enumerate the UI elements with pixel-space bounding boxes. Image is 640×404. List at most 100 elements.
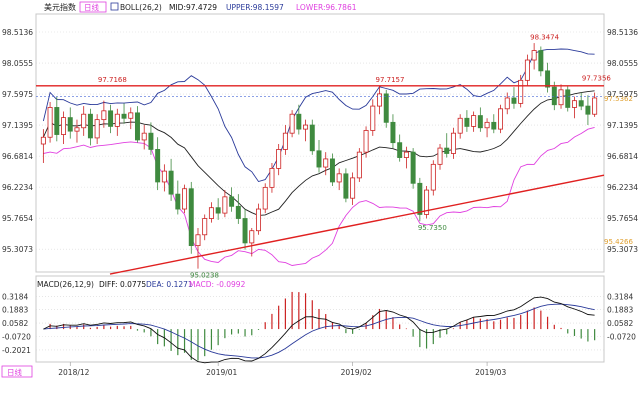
price-annotation: 98.3474 <box>530 33 559 41</box>
candle-up <box>356 151 362 179</box>
candle-up <box>141 132 147 141</box>
support-trend-line <box>109 174 605 275</box>
candle-up <box>47 107 53 138</box>
y-tick-label-right: 98.0555 <box>607 59 638 68</box>
y-tick-label-right: 96.2234 <box>607 183 638 192</box>
candle-down <box>309 124 315 152</box>
candle-up <box>424 189 430 215</box>
grid-lines <box>36 31 604 250</box>
macd-macd-value: MACD: -0.0992 <box>189 280 246 289</box>
macd-indicator <box>36 291 604 364</box>
boll-label: BOLL(26,2) <box>120 3 162 12</box>
candle-up <box>370 105 376 131</box>
y-tick-label-left: 98.5136 <box>2 28 33 37</box>
boll-upper-line <box>42 48 595 183</box>
price-annotation: 95.0238 <box>190 271 219 279</box>
macd-panel-frame <box>35 275 605 363</box>
candle-down <box>397 142 403 158</box>
candle-down <box>67 117 73 132</box>
macd-y-tick-right: 0.3184 <box>607 292 633 301</box>
price-annotation: 97.7356 <box>582 75 611 83</box>
x-tick-label: 2019/01 <box>206 368 237 377</box>
y-tick-label-right: 96.6814 <box>607 152 638 161</box>
trend-lines <box>36 85 605 275</box>
y-tick-label-right: 95.3073 <box>607 245 638 254</box>
candle-up <box>256 208 261 232</box>
candle-up <box>363 130 369 153</box>
boll-icon <box>110 2 119 11</box>
candle-down <box>545 70 551 88</box>
candle-up <box>437 147 443 165</box>
footer-period-badge[interactable]: 日线 <box>7 367 22 377</box>
candle-up <box>222 196 228 214</box>
candle-down <box>242 218 248 244</box>
candle-up <box>592 97 598 115</box>
candle-up <box>403 151 409 158</box>
macd-y-tick-left: 0.1883 <box>2 306 28 315</box>
candle-up <box>40 136 46 145</box>
candle-up <box>128 112 134 119</box>
candle-down <box>417 182 423 215</box>
candle-down <box>168 170 174 195</box>
y-axis-labels: 98.5136 98.0555 97.5975 97.1395 96.6814 96.22… <box>2 28 638 254</box>
x-axis-labels: 2018/12 2019/01 2019/02 2019/03 <box>58 362 506 377</box>
candle-up <box>269 167 275 188</box>
candle-up <box>94 119 100 139</box>
footer-period-badge-frame[interactable] <box>1 365 33 378</box>
candle-down <box>477 115 483 129</box>
candle-down <box>108 110 114 127</box>
macd-y-axis-labels: 0.3184 0.1883 0.0582 -0.0720 -0.2021 0.3184 0.… <box>2 292 636 355</box>
candle-down <box>148 132 154 150</box>
candle-up <box>350 177 356 199</box>
y-tick-label-right: 98.5136 <box>607 28 638 37</box>
candle-down <box>585 105 591 115</box>
price-annotations: 97.7168 95.0238 97.7157 95.7350 98.3474 97.73… <box>98 33 634 279</box>
candle-up <box>303 124 309 130</box>
candle-down <box>511 97 517 104</box>
candle-up <box>195 234 201 247</box>
price-annotation: 97.5362 <box>604 95 633 103</box>
period-badge[interactable]: 日线 <box>84 2 99 12</box>
candle-up <box>202 218 208 236</box>
macd-y-tick-left: 0.0582 <box>2 319 28 328</box>
macd-y-tick-left: -0.2021 <box>2 346 31 355</box>
macd-y-tick-right: -0.0720 <box>607 333 636 342</box>
macd-diff-value: DIFF: 0.0775 <box>99 280 146 289</box>
candle-down <box>491 121 497 130</box>
y-tick-label-left: 98.0555 <box>2 59 33 68</box>
candle-down <box>175 193 181 210</box>
chart-header: 美元指数 日线 BOLL(26,2) MID:97.4729 UPPER:98.… <box>44 1 357 13</box>
candle-down <box>235 205 241 219</box>
period-badge-frame[interactable] <box>79 1 107 13</box>
candle-down <box>121 113 127 119</box>
candle-up <box>114 113 120 127</box>
candle-up <box>81 113 87 129</box>
candle-down <box>215 207 221 214</box>
macd-title: MACD(26,12,9) <box>37 280 94 289</box>
price-annotation: 95.7350 <box>418 224 447 232</box>
y-tick-label-left: 95.7654 <box>2 214 33 223</box>
y-tick-label-left: 97.5975 <box>2 90 33 99</box>
candle-up <box>524 59 530 81</box>
candle-up <box>571 100 577 108</box>
candle-up <box>377 93 382 107</box>
x-tick-label: 2018/12 <box>58 368 89 377</box>
candle-down <box>155 149 161 183</box>
candle-down <box>551 86 557 106</box>
candle-down <box>229 196 235 207</box>
price-annotation: 95.4266 <box>604 238 633 246</box>
candle-down <box>390 121 396 144</box>
candle-down <box>296 113 302 130</box>
macd-y-tick-right: 0.0582 <box>607 319 633 328</box>
candle-up <box>282 132 288 150</box>
price-annotation: 97.7157 <box>376 76 405 84</box>
candle-up <box>289 113 295 134</box>
y-tick-label-right: 97.1395 <box>607 121 638 130</box>
candle-down <box>538 50 544 72</box>
main-panel-frame <box>35 13 605 273</box>
candle-up <box>336 173 342 183</box>
macd-y-tick-right: 0.1883 <box>607 306 633 315</box>
macd-y-tick-left: -0.0720 <box>2 333 31 342</box>
candle-down <box>134 112 140 141</box>
